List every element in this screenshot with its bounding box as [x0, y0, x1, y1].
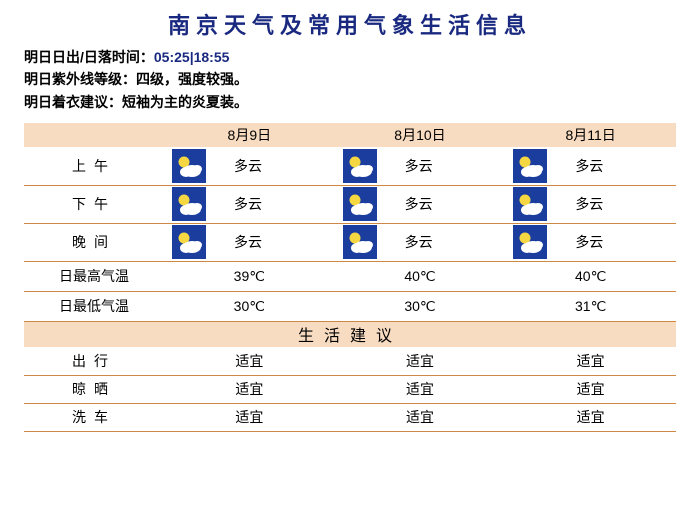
sun-times-value: 05:25|18:55	[154, 49, 230, 65]
cond: 多云	[553, 223, 676, 261]
weather-icon	[513, 149, 547, 183]
sun-times-label: 明日日出/日落时间：	[24, 49, 154, 65]
uv-line: 明日紫外线等级：四级，强度较强。	[24, 68, 676, 90]
advice-label: 晾晒	[24, 375, 164, 403]
weather-icon	[172, 225, 206, 259]
advice-val: 适宜	[164, 403, 335, 431]
info-block: 明日日出/日落时间：05:25|18:55 明日紫外线等级：四级，强度较强。 明…	[24, 46, 676, 113]
low-val: 30℃	[164, 291, 335, 321]
low-temp-label: 日最低气温	[24, 291, 164, 321]
weather-icon	[343, 225, 377, 259]
advice-val: 适宜	[335, 403, 506, 431]
low-temp-row: 日最低气温 30℃ 30℃ 31℃	[24, 291, 676, 321]
advice-label: 出行	[24, 347, 164, 375]
advice-header: 生活建议	[24, 321, 676, 347]
advice-val: 适宜	[505, 347, 676, 375]
date-col-0: 8月9日	[164, 123, 335, 147]
weather-icon	[343, 149, 377, 183]
evening-row: 晚间 多云 多云 多云	[24, 223, 676, 261]
low-val: 30℃	[335, 291, 506, 321]
morning-row: 上午 多云 多云 多云	[24, 147, 676, 185]
advice-val: 适宜	[505, 375, 676, 403]
weather-icon	[513, 187, 547, 221]
weather-icon	[172, 149, 206, 183]
date-col-2: 8月11日	[505, 123, 676, 147]
low-val: 31℃	[505, 291, 676, 321]
period-label-morning: 上午	[24, 147, 164, 185]
period-label-evening: 晚间	[24, 223, 164, 261]
date-col-1: 8月10日	[335, 123, 506, 147]
advice-val: 适宜	[335, 347, 506, 375]
afternoon-row: 下午 多云 多云 多云	[24, 185, 676, 223]
advice-row: 出行 适宜 适宜 适宜	[24, 347, 676, 375]
high-val: 40℃	[505, 261, 676, 291]
high-val: 39℃	[164, 261, 335, 291]
advice-val: 适宜	[505, 403, 676, 431]
advice-row: 晾晒 适宜 适宜 适宜	[24, 375, 676, 403]
advice-row: 洗车 适宜 适宜 适宜	[24, 403, 676, 431]
high-temp-row: 日最高气温 39℃ 40℃ 40℃	[24, 261, 676, 291]
advice-label: 洗车	[24, 403, 164, 431]
weather-icon	[513, 225, 547, 259]
advice-val: 适宜	[164, 347, 335, 375]
cond: 多云	[212, 223, 335, 261]
forecast-table: 8月9日 8月10日 8月11日 上午 多云 多云 多云 下午	[24, 123, 676, 432]
clothing-line: 明日着衣建议：短袖为主的炎夏装。	[24, 91, 676, 113]
cond: 多云	[383, 147, 506, 185]
high-temp-label: 日最高气温	[24, 261, 164, 291]
sun-times-line: 明日日出/日落时间：05:25|18:55	[24, 46, 676, 68]
date-header-row: 8月9日 8月10日 8月11日	[24, 123, 676, 147]
high-val: 40℃	[335, 261, 506, 291]
cond: 多云	[212, 147, 335, 185]
advice-val: 适宜	[335, 375, 506, 403]
cond: 多云	[553, 185, 676, 223]
weather-icon	[343, 187, 377, 221]
cond: 多云	[383, 223, 506, 261]
period-label-afternoon: 下午	[24, 185, 164, 223]
cond: 多云	[553, 147, 676, 185]
cond: 多云	[212, 185, 335, 223]
weather-icon	[172, 187, 206, 221]
page-title: 南京天气及常用气象生活信息	[24, 8, 676, 40]
advice-val: 适宜	[164, 375, 335, 403]
advice-header-row: 生活建议	[24, 321, 676, 347]
cond: 多云	[383, 185, 506, 223]
